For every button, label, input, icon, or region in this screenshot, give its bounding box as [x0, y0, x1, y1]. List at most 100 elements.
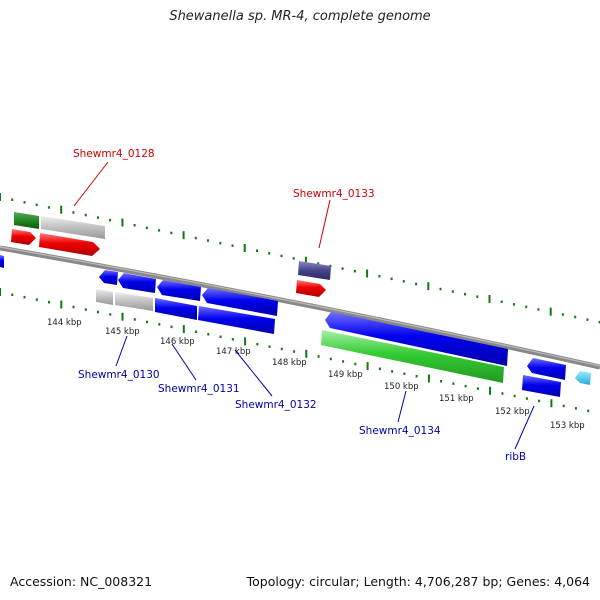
- gene-label-0130[interactable]: Shewmr4_0130: [78, 369, 160, 381]
- ruler-dot: [133, 224, 136, 227]
- ruler-dot: [451, 290, 454, 293]
- ruler-dot: [170, 325, 173, 329]
- ruler-dot: [72, 305, 75, 309]
- gene-blue-d[interactable]: [202, 288, 278, 316]
- ruler-dot: [207, 333, 210, 336]
- ruler-dot: [415, 375, 418, 378]
- ruler-tick: [244, 337, 247, 346]
- gene-label-0132[interactable]: Shewmr4_0132: [235, 399, 317, 411]
- gene-label-0128[interactable]: Shewmr4_0128: [73, 148, 155, 160]
- gene-blue-b[interactable]: [118, 273, 156, 293]
- ruler-dot: [525, 397, 528, 400]
- gene-blue-edge[interactable]: [0, 255, 4, 268]
- tick-label-147: 147 kbp: [216, 347, 251, 357]
- ruler-dot: [84, 308, 87, 311]
- ruler-dot: [513, 394, 516, 398]
- ruler-dot: [587, 409, 590, 413]
- gene-gray-a[interactable]: [96, 289, 113, 305]
- ruler-dot: [525, 305, 528, 309]
- tick-label-145: 145 kbp: [105, 327, 140, 337]
- ruler-dot: [35, 203, 38, 207]
- gene-cyan[interactable]: [575, 371, 591, 385]
- genome-backbone: [0, 245, 600, 370]
- ruler-dot: [194, 236, 197, 240]
- gene-blue-0131[interactable]: [198, 306, 275, 334]
- ruler-tick: [0, 193, 1, 201]
- callout-line-0131: [171, 343, 197, 381]
- gene-blue-0130[interactable]: [155, 298, 197, 320]
- ruler-tick: [366, 362, 369, 371]
- gene-navy-0133[interactable]: [298, 261, 331, 280]
- ruler-tick: [488, 295, 491, 303]
- ruler-dot: [145, 226, 148, 230]
- gene-blue-small-a[interactable]: [99, 270, 118, 285]
- gene-blue-e[interactable]: [527, 358, 566, 380]
- gene-blue-ribB[interactable]: [522, 375, 561, 397]
- ruler-tick: [489, 386, 492, 395]
- gene-label-ribB[interactable]: ribB: [505, 451, 526, 463]
- ruler-dot: [439, 287, 442, 291]
- ruler-tick: [0, 288, 1, 296]
- ruler-dot: [170, 231, 173, 235]
- ruler-dot: [158, 229, 161, 232]
- ruler-tick: [427, 374, 430, 383]
- ruler-dot: [598, 320, 600, 324]
- callout-line-0134: [397, 390, 407, 423]
- ruler-dot: [219, 241, 222, 245]
- ruler-dot: [11, 198, 14, 201]
- tick-label-151: 151 kbp: [439, 394, 474, 404]
- gene-blue-0134[interactable]: [325, 312, 508, 366]
- gene-label-0133[interactable]: Shewmr4_0133: [293, 188, 375, 200]
- ruler-dot: [342, 360, 345, 363]
- ruler-dot: [353, 269, 356, 273]
- tick-label-144: 144 kbp: [47, 318, 82, 328]
- callout-line-0130: [115, 335, 128, 367]
- ruler-dot: [231, 244, 234, 247]
- gene-blue-c[interactable]: [157, 280, 201, 301]
- ruler-dot: [378, 275, 381, 278]
- gene-red-0133[interactable]: [296, 280, 326, 297]
- ruler-dot: [72, 211, 75, 214]
- callout-line-0133: [318, 199, 331, 249]
- gene-gray-0129[interactable]: [41, 216, 105, 239]
- gene-label-0131[interactable]: Shewmr4_0131: [158, 383, 240, 395]
- ruler-dot: [35, 298, 38, 301]
- ruler-dot: [231, 338, 234, 341]
- ruler-tick: [305, 349, 308, 358]
- ruler-tick: [60, 205, 63, 214]
- ruler-dot: [280, 347, 283, 351]
- ruler-tick: [60, 300, 63, 309]
- ruler-dot: [23, 201, 26, 204]
- ruler-dot: [146, 320, 148, 324]
- ruler-dot: [390, 277, 393, 281]
- tick-label-149: 149 kbp: [328, 370, 363, 380]
- ruler-dot: [574, 407, 577, 410]
- ruler-dot: [561, 313, 564, 316]
- ruler-dot: [317, 355, 320, 358]
- gene-green-0134[interactable]: [321, 330, 504, 383]
- tick-label-150: 150 kbp: [384, 382, 419, 392]
- gene-red-0128[interactable]: [39, 233, 100, 256]
- ruler-dot: [133, 318, 136, 321]
- ruler-dot: [415, 282, 418, 286]
- ruler-tick: [182, 231, 185, 240]
- ruler-dot: [500, 300, 503, 303]
- ruler-dot: [562, 404, 565, 408]
- ruler-tick: [121, 312, 124, 321]
- ruler-dot: [158, 323, 161, 326]
- ruler-dot: [23, 295, 26, 299]
- gene-darkgreen[interactable]: [14, 212, 39, 229]
- gene-label-0134[interactable]: Shewmr4_0134: [359, 425, 441, 437]
- ruler-dot: [402, 280, 405, 283]
- ruler-dot: [48, 300, 50, 304]
- ruler-upper-dotted: [0, 193, 600, 324]
- ruler-dot: [476, 295, 479, 298]
- genome-title: Shewanella sp. MR-4, complete genome: [169, 9, 431, 24]
- gene-red-small[interactable]: [11, 229, 36, 245]
- gene-gray-b[interactable]: [115, 292, 153, 311]
- tick-label-146: 146 kbp: [160, 337, 195, 347]
- ruler-dot: [84, 213, 87, 217]
- ruler-dot: [317, 262, 320, 265]
- ruler-tick: [243, 244, 246, 252]
- ruler-dot: [403, 372, 406, 375]
